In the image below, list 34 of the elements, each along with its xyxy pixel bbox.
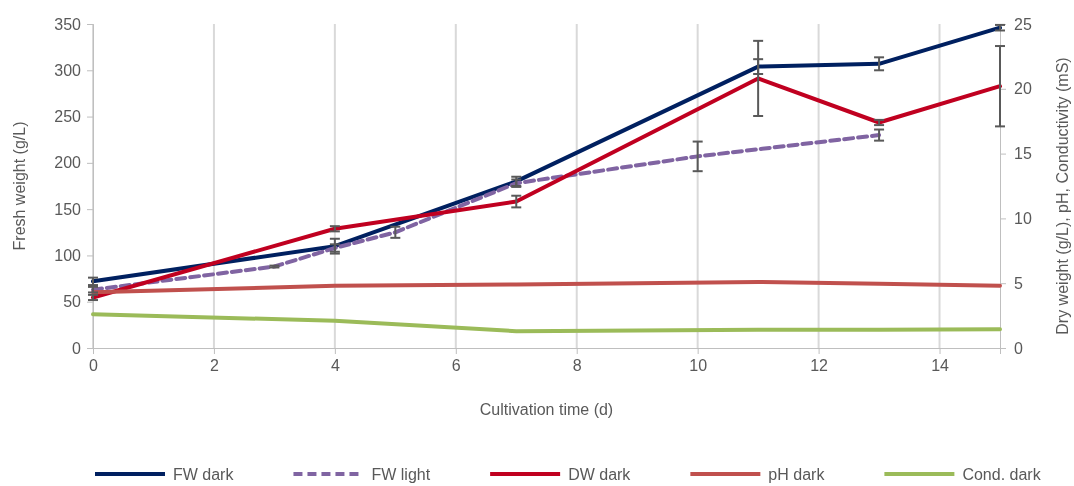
line-series (91, 133, 882, 292)
line-series (91, 279, 1002, 295)
y-tick-label: 50 (63, 293, 82, 311)
legend-label: FW light (371, 466, 431, 483)
y-tick-label: 250 (54, 108, 82, 126)
line-series (91, 76, 1002, 300)
legend-label: Cond. dark (962, 466, 1042, 483)
x-tick-label: 12 (810, 357, 829, 375)
y-tick-label: 100 (54, 247, 82, 265)
y-tick-label: 150 (54, 200, 82, 218)
x-tick-label: 10 (689, 357, 708, 375)
y-axis-title: Fresh weight (g/L) (11, 121, 28, 251)
line-series (91, 312, 1002, 334)
y-tick-label: 0 (72, 339, 82, 357)
y2-tick-label: 5 (1014, 274, 1023, 292)
y-tick-label: 350 (54, 15, 82, 33)
y2-axis-title: Dry weight (g/L), pH, Conductivity (mS) (1054, 57, 1071, 335)
x-tick-label: 2 (209, 357, 219, 375)
x-tick-label: 14 (931, 357, 950, 375)
x-tick-label: 4 (330, 357, 340, 375)
x-tick-label: 0 (89, 357, 99, 375)
y2-tick-label: 0 (1014, 339, 1023, 357)
y2-tick-label: 25 (1014, 15, 1032, 33)
y2-tick-label: 20 (1014, 80, 1032, 98)
x-tick-label: 8 (572, 357, 582, 375)
y-tick-label: 300 (54, 61, 82, 79)
legend-label: pH dark (768, 466, 826, 483)
y2-tick-label: 10 (1014, 210, 1032, 228)
y-tick-label: 200 (54, 154, 82, 172)
legend-label: DW dark (568, 466, 632, 483)
y2-tick-label: 15 (1014, 145, 1032, 163)
x-axis-title: Cultivation time (d) (479, 401, 614, 418)
legend-label: FW dark (173, 466, 235, 483)
x-tick-label: 6 (451, 357, 461, 375)
